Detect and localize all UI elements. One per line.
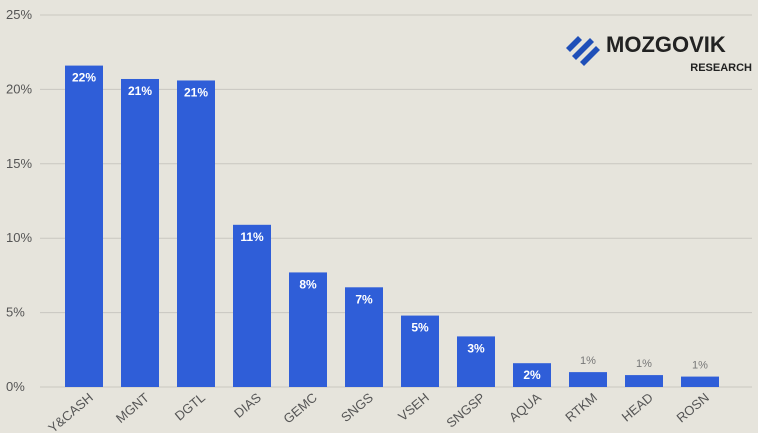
value-label: 7% <box>355 292 373 306</box>
y-tick-label: 0% <box>6 379 25 394</box>
value-label: 1% <box>692 360 708 372</box>
bar <box>569 372 607 387</box>
y-tick-label: 25% <box>6 7 32 22</box>
x-tick-label: SNGSP <box>443 390 488 431</box>
bar <box>401 315 439 387</box>
x-tick-label: SNGS <box>338 390 376 425</box>
x-tick-label: DGTL <box>172 390 208 424</box>
x-tick-label: RTKM <box>562 390 600 425</box>
y-tick-label: 20% <box>6 81 32 96</box>
value-label: 1% <box>580 355 596 367</box>
x-tick-label: DIAS <box>231 390 264 421</box>
bar <box>681 376 719 387</box>
bar <box>289 272 327 387</box>
bar <box>513 363 551 387</box>
x-tick-label: VSEH <box>395 390 432 424</box>
value-label: 21% <box>184 85 208 99</box>
y-tick-label: 5% <box>6 305 25 320</box>
value-label: 11% <box>240 230 264 244</box>
x-tick-label: Y&CASH <box>45 390 96 433</box>
logo-icon <box>566 36 600 66</box>
logo: MOZGOVIK RESEARCH <box>566 32 752 74</box>
y-tick-label: 10% <box>6 230 32 245</box>
value-label: 21% <box>128 84 152 98</box>
x-tick-label: AQUA <box>506 390 544 425</box>
logo-name: MOZGOVIK <box>606 32 726 57</box>
y-tick-label: 15% <box>6 156 32 171</box>
value-label: 22% <box>72 71 96 85</box>
bar <box>345 287 383 387</box>
bar <box>625 375 663 387</box>
x-tick-label: GEMC <box>280 390 320 427</box>
value-label: 5% <box>411 321 429 335</box>
value-label: 1% <box>636 358 652 370</box>
bar <box>233 224 271 387</box>
x-tick-label: MGNT <box>113 390 152 426</box>
x-tick-label: HEAD <box>619 390 656 425</box>
x-tick-label: ROSN <box>674 390 712 426</box>
logo-subtitle: RESEARCH <box>690 62 752 74</box>
value-label: 8% <box>299 277 317 291</box>
bar <box>177 80 215 388</box>
bar <box>121 78 159 387</box>
value-label: 3% <box>467 341 485 355</box>
value-label: 2% <box>523 368 541 382</box>
bar <box>457 336 495 387</box>
bar <box>65 65 103 387</box>
